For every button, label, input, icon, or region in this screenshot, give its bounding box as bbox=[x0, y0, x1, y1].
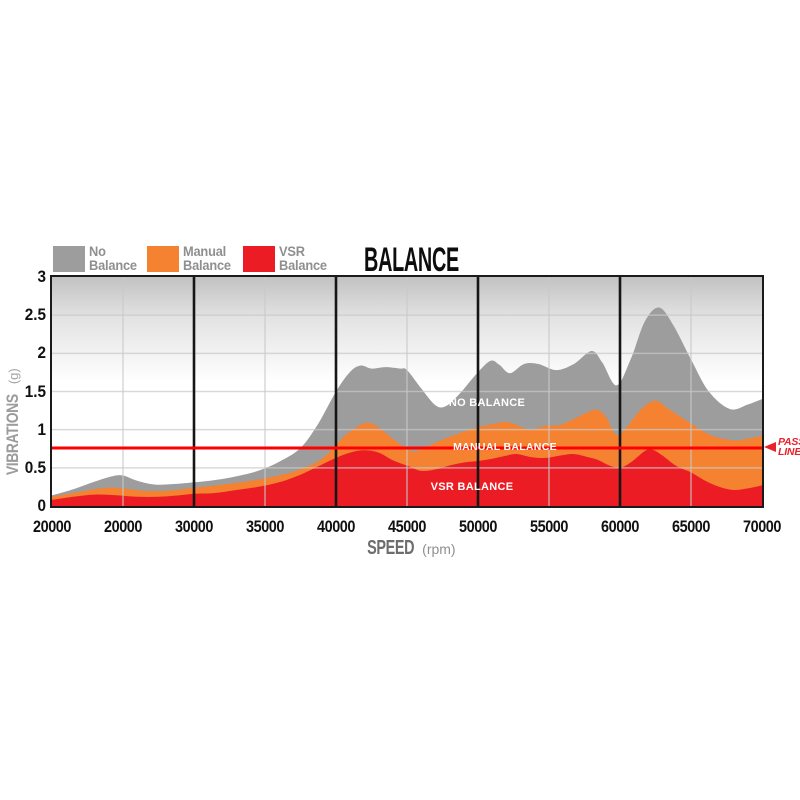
y-tick-label: 3 bbox=[37, 267, 46, 286]
manual-balance-area-label: MANUAL BALANCE bbox=[453, 441, 557, 453]
x-axis-title: SPEED (rpm) bbox=[252, 537, 562, 560]
legend-label-line2: Balance bbox=[279, 258, 327, 273]
x-tick-label: 20000 bbox=[103, 517, 143, 536]
x-tick-label: 60000 bbox=[600, 517, 640, 536]
y-tick-label: 2.5 bbox=[24, 305, 46, 325]
legend-label-line1: No bbox=[89, 244, 106, 260]
legend-label-line2: Balance bbox=[183, 258, 231, 273]
chart-title: BALANCE bbox=[331, 239, 491, 278]
y-tick-label: 2 bbox=[37, 343, 46, 363]
legend-item-vsr-balance: VSR Balance bbox=[243, 245, 329, 273]
legend-label: Manual Balance bbox=[183, 245, 231, 273]
x-tick-label: 30000 bbox=[174, 517, 214, 536]
vsr-balance-swatch-icon bbox=[243, 246, 275, 272]
x-axis-unit-text: (rpm) bbox=[422, 541, 456, 557]
legend-label: No Balance bbox=[89, 245, 137, 273]
legend-item-no-balance: No Balance bbox=[53, 245, 139, 273]
pass-line-label-line1: PASS bbox=[778, 435, 800, 448]
chart-title-text: BALANCE bbox=[363, 239, 459, 278]
legend-label-line2: Balance bbox=[89, 258, 137, 273]
y-tick-label: 0 bbox=[37, 496, 46, 515]
x-tick-label: 65000 bbox=[671, 517, 711, 536]
x-tick-label: 40000 bbox=[316, 517, 356, 536]
pass-line-label: PASS LINE bbox=[778, 435, 800, 458]
no-balance-area-label: NO BALANCE bbox=[448, 397, 526, 409]
x-tick-label: 55000 bbox=[529, 517, 569, 536]
legend-label: VSR Balance bbox=[279, 245, 327, 273]
x-axis-title-text: SPEED bbox=[367, 537, 415, 559]
y-tick-label: 1 bbox=[37, 419, 46, 439]
no-balance-swatch-icon bbox=[53, 246, 85, 272]
pass-line-label-line2: LINE bbox=[778, 445, 800, 458]
vsr-balance-area-label: VSR BALANCE bbox=[430, 481, 514, 493]
legend-label-line1: Manual bbox=[183, 244, 227, 260]
pass-line-arrow-icon bbox=[764, 442, 776, 453]
chart-canvas bbox=[52, 277, 762, 506]
legend-item-manual-balance: Manual Balance bbox=[147, 245, 233, 273]
plot-area: NO BALANCE MANUAL BALANCE VSR BALANCE bbox=[50, 275, 764, 508]
manual-balance-swatch-icon bbox=[147, 246, 179, 272]
y-tick-label: 0.5 bbox=[24, 457, 46, 477]
x-tick-label: 45000 bbox=[387, 517, 427, 536]
y-tick-label: 1.5 bbox=[24, 381, 46, 401]
x-tick-label: 70000 bbox=[742, 517, 782, 536]
x-tick-label: 35000 bbox=[245, 517, 285, 536]
x-tick-label: 20000 bbox=[32, 517, 72, 536]
legend-label-line1: VSR bbox=[279, 244, 305, 260]
x-tick-label: 50000 bbox=[458, 517, 498, 536]
